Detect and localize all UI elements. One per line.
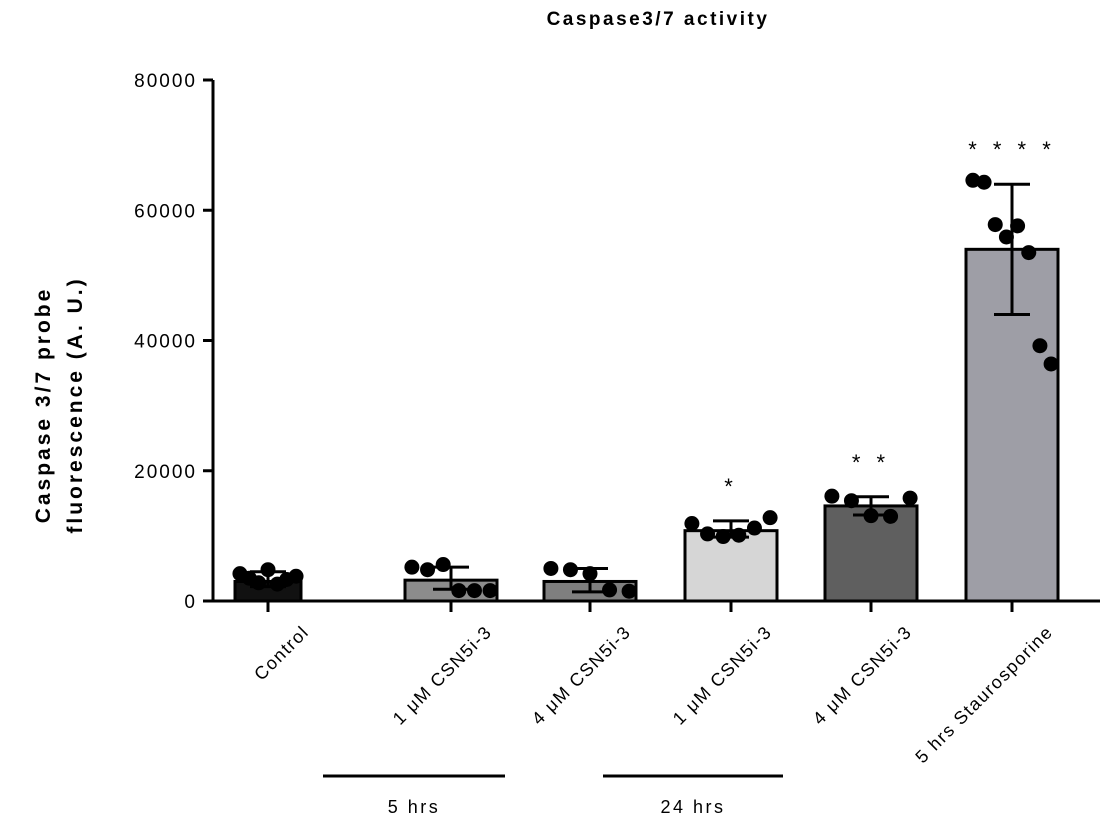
data-point-4-3: [883, 508, 899, 524]
y-axis-label-line-2: fluorescence (A. U.): [64, 276, 87, 533]
x-tick-label-1: 1 μM CSN5i-3: [389, 622, 496, 729]
y-tick-label-4: 80000: [134, 71, 197, 92]
y-tick-label-1: 20000: [134, 462, 197, 483]
significance-marker-3: *: [724, 474, 738, 499]
data-point-2-0: [543, 560, 559, 576]
x-tick-label-4: 4 μM CSN5i-3: [809, 622, 916, 729]
data-point-5-1: [976, 174, 992, 190]
data-point-1-2: [435, 557, 451, 573]
data-point-4-4: [902, 490, 918, 506]
data-point-5-4: [1010, 218, 1026, 234]
x-tick-label-2: 4 μM CSN5i-3: [528, 622, 635, 729]
data-point-5-3: [998, 229, 1014, 245]
data-point-3-0: [684, 516, 700, 532]
x-tick-label-5: 5 hrs Staurosporine: [911, 622, 1056, 767]
data-point-2-3: [602, 582, 618, 598]
data-point-1-5: [482, 583, 498, 599]
significance-marker-5: * * * *: [968, 137, 1056, 162]
data-point-1-0: [404, 559, 420, 575]
plot-area: * * * * * * * 0 20000 40000 60000 80000 Control 1…: [134, 71, 1100, 817]
data-point-1-4: [466, 583, 482, 599]
group-label-1: 24 hrs: [660, 797, 725, 817]
data-point-4-2: [863, 508, 879, 524]
y-tick-label-3: 60000: [134, 201, 197, 222]
data-point-0-2: [251, 575, 267, 591]
data-point-0-3: [260, 562, 276, 578]
chart-title: Caspase3/7 activity: [547, 9, 770, 30]
data-point-5-6: [1032, 338, 1048, 354]
y-tick-label-2: 40000: [134, 332, 197, 353]
data-point-1-1: [420, 562, 436, 578]
data-point-3-5: [762, 510, 778, 526]
data-point-3-3: [731, 527, 747, 543]
data-point-2-1: [562, 562, 578, 578]
data-point-4-1: [843, 493, 859, 509]
group-label-0: 5 hrs: [388, 797, 441, 817]
data-point-2-4: [621, 583, 637, 599]
y-axis-label: Caspase 3/7 probe fluorescence (A. U.): [32, 276, 87, 533]
significance-marker-4: * *: [852, 450, 890, 475]
data-point-5-2: [987, 217, 1003, 233]
data-point-4-0: [824, 488, 840, 504]
data-point-2-2: [582, 566, 598, 582]
y-tick-label-0: 0: [184, 592, 197, 613]
x-tick-label-0: Control: [250, 622, 313, 685]
x-tick-label-3: 1 μM CSN5i-3: [669, 622, 776, 729]
data-point-5-5: [1021, 245, 1037, 261]
data-point-5-7: [1043, 356, 1059, 372]
data-point-5-0: [965, 172, 981, 188]
y-axis-label-line-1: Caspase 3/7 probe: [32, 287, 55, 524]
bar-3: [683, 529, 779, 603]
data-point-0-6: [288, 568, 304, 584]
data-point-3-4: [746, 520, 762, 536]
data-point-1-3: [451, 583, 467, 599]
data-point-3-1: [700, 526, 716, 542]
data-point-3-2: [715, 529, 731, 545]
